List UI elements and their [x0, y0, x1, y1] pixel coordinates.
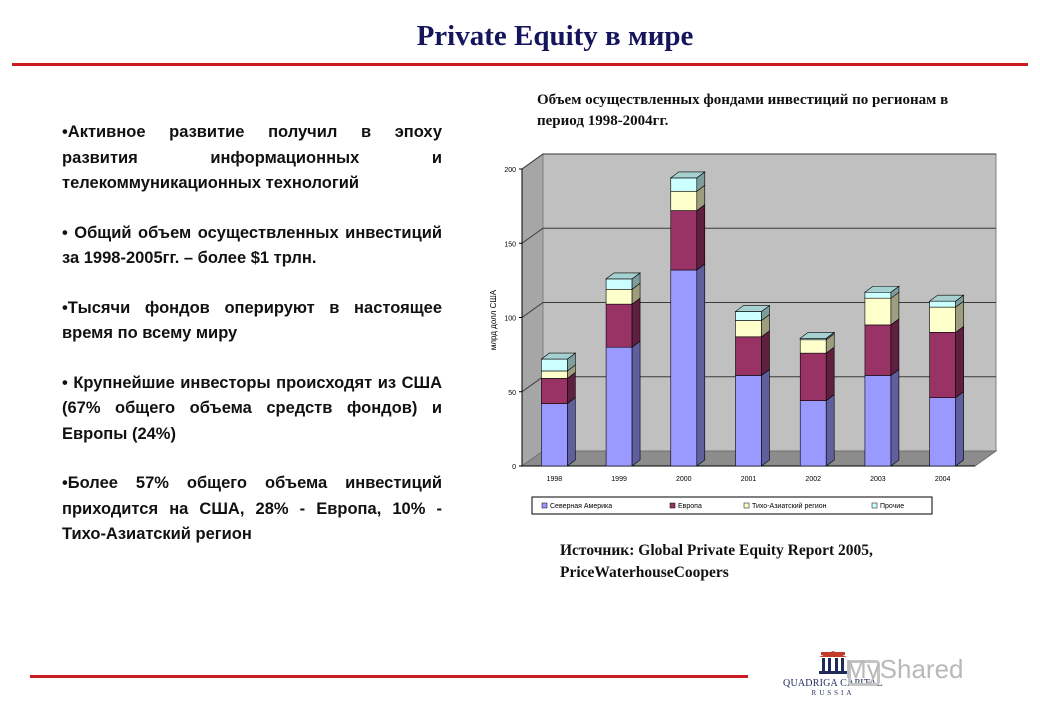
bar-top: [799, 331, 836, 339]
x-tick-label: 2002: [805, 476, 821, 483]
gridline: [521, 227, 996, 244]
bottom-divider: [30, 675, 748, 678]
bar-segment-side: [631, 340, 641, 467]
legend-label: Прочие: [880, 503, 904, 510]
bar-segment: [605, 303, 633, 348]
bar-top: [669, 171, 706, 179]
legend-swatch: [669, 502, 676, 509]
bar-segment: [735, 320, 762, 338]
bar-segment-side: [890, 368, 900, 467]
bar-segment-side: [890, 318, 900, 377]
bar-segment: [929, 306, 956, 333]
legend-label: Северная Америка: [550, 503, 612, 510]
x-tick-label: 1999: [611, 476, 627, 483]
x-tick-label: 1998: [547, 476, 563, 483]
bar-segment: [799, 400, 827, 467]
bar-top: [864, 285, 900, 293]
legend-label: Тихо-Азиатский регион: [752, 502, 827, 510]
bar-segment: [670, 210, 698, 271]
x-tick-label: 2000: [676, 476, 692, 483]
bar-segment: [799, 339, 827, 354]
bar-segment: [541, 370, 568, 379]
bar-segment: [864, 291, 892, 299]
top-divider: [12, 63, 1028, 66]
y-tick-label: 0: [512, 464, 516, 471]
bar-segment: [735, 311, 762, 321]
chart-caption: Объем осуществленных фондами инвестиций …: [537, 92, 949, 129]
bar-segment-side: [696, 263, 706, 467]
investment-chart: 0 50 100 150 200 млрд долл США 1998 1999 2000 200…: [489, 153, 998, 515]
bullet-item: • Крупнейшие инвесторы происходят из США…: [62, 373, 442, 443]
bar-segment: [670, 269, 698, 467]
bar-segment: [605, 346, 633, 467]
company-logo: QUADRIGA CAPITAL RUSSIA: [783, 648, 883, 700]
bullet-item: •Активное развитие получил в эпоху разви…: [62, 123, 442, 192]
y-tick-label: 100: [504, 316, 516, 323]
gridline: [521, 302, 996, 318]
y-axis-label: млрд долл США: [489, 289, 498, 350]
logo-subtitle: RUSSIA: [811, 689, 855, 697]
page-title: Private Equity в мире: [416, 20, 694, 52]
gridline: [521, 153, 996, 170]
bar-segment: [864, 324, 892, 376]
bar-top: [928, 294, 965, 302]
bar-segment: [929, 397, 956, 467]
bar-segment-side: [955, 325, 964, 399]
bar-top: [540, 352, 577, 360]
watermark-icon: [848, 660, 880, 686]
bar-segment-side: [567, 397, 576, 467]
legend-box: [531, 496, 933, 515]
bar-segment: [929, 332, 956, 398]
watermark-text: MyShared: [845, 654, 964, 684]
bar-segment-side: [825, 346, 835, 402]
bar-segment: [670, 190, 698, 211]
bar-segment: [864, 297, 892, 326]
bar-segment: [670, 177, 698, 192]
x-tick-label: 2001: [741, 476, 757, 483]
bar-segment-side: [631, 297, 641, 348]
bar-segment-side: [825, 394, 835, 467]
columns-logo-icon: [819, 651, 847, 674]
bar-segment: [605, 288, 633, 305]
y-tick-label: 50: [508, 390, 516, 397]
bar-segment-side: [761, 368, 770, 467]
bar-top: [734, 305, 771, 312]
legend-swatch: [871, 502, 878, 509]
bar-segment: [541, 378, 568, 404]
bar-segment: [929, 300, 956, 308]
legend-swatch: [743, 502, 750, 509]
x-tick-label: 2003: [870, 476, 886, 483]
bullet-item: • Общий объем осуществленных инвестиций …: [62, 223, 442, 268]
bar-segment: [735, 375, 762, 467]
source-note: Источник: Global Private Equity Report 2…: [560, 542, 873, 581]
legend-swatch: [541, 502, 548, 509]
bar-segment: [541, 358, 568, 372]
logo-name: QUADRIGA CAPITAL: [783, 678, 883, 689]
bullet-item: •Более 57% общего объема инвестиций прих…: [62, 474, 442, 543]
bar-segment: [864, 375, 892, 467]
bar-segment: [605, 278, 633, 290]
y-tick-label: 150: [504, 241, 516, 248]
bar-segment-side: [696, 203, 706, 271]
bar-top: [605, 272, 641, 280]
bar-segment: [541, 403, 568, 467]
bullet-item: •Тысячи фондов оперируют в настоящее вре…: [62, 298, 442, 343]
bullet-list: •Активное развитие получил в эпоху разви…: [62, 120, 442, 572]
legend-label: Европа: [678, 503, 702, 510]
bar-segment-side: [955, 391, 964, 467]
bar-segment: [799, 352, 827, 401]
bar-segment-side: [761, 330, 770, 377]
x-tick-label: 2004: [935, 476, 951, 483]
y-tick-label: 200: [504, 167, 516, 174]
bar-segment: [735, 336, 762, 376]
